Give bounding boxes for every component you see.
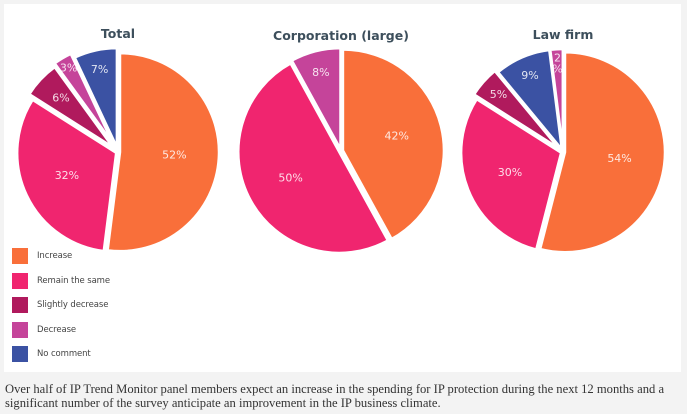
slice-increase [341,48,446,241]
slice-label: 42% [385,130,409,143]
slice-label: 3% [60,61,77,74]
slice-label: 30% [498,166,522,179]
pie-title: Law firm [533,27,594,42]
slice-slightly-decrease [472,69,560,150]
legend-label: Increase [37,251,73,262]
legend-swatch-slightly-decrease [12,297,28,314]
pie-corporation-large: Corporation (large) 42% 50% 8% [237,28,446,255]
legend-item-remain-the-same: Remain the same [12,269,110,294]
slice-slightly-decrease [28,65,115,149]
legend-item-increase: Increase [12,244,110,269]
slice-increase [106,51,221,253]
slice-label: 54% [607,152,631,165]
slice-increase [538,51,667,254]
slice-label: 32% [55,169,79,182]
slice-label: 9% [521,69,538,82]
slice-label: 50% [278,172,302,185]
pie-title: Corporation (large) [273,28,409,43]
pie-law-firm: Law firm 54% 30% 5% 9% 2% [459,27,667,254]
legend-swatch-no-comment [12,346,28,363]
legend-item-decrease: Decrease [12,318,110,343]
legend-label: Slightly decrease [37,300,109,311]
legend-item-slightly-decrease: Slightly decrease [12,293,110,318]
slice-decrease [53,52,115,145]
legend: Increase Remain the same Slightly decrea… [12,244,110,367]
slice-remain-the-same [237,62,390,255]
slice-no-comment [73,46,119,149]
pie-total: Total 52% 32% 6% 3% 7% [15,26,221,253]
legend-swatch-decrease [12,321,28,338]
slice-label: 52% [162,149,186,162]
legend-swatch-increase [12,248,28,265]
pie-title: Total [101,26,135,41]
legend-label: Remain the same [37,275,110,286]
slice-label: 7% [91,63,108,76]
slice-remain-the-same [15,98,118,253]
legend-label: Decrease [37,324,77,335]
slice-label: 5% [490,88,507,101]
slice-label: 6% [52,91,69,104]
slice-decrease [549,47,565,151]
legend-label: No comment [37,349,91,360]
slice-label: 8% [312,66,329,79]
legend-item-no-comment: No comment [12,342,110,367]
slice-decrease [290,46,342,151]
slice-label: 2% [552,52,562,76]
figure-caption: Over half of IP Trend Monitor panel memb… [5,382,665,410]
slice-remain-the-same [459,97,563,251]
legend-swatch-remain-the-same [12,272,28,289]
